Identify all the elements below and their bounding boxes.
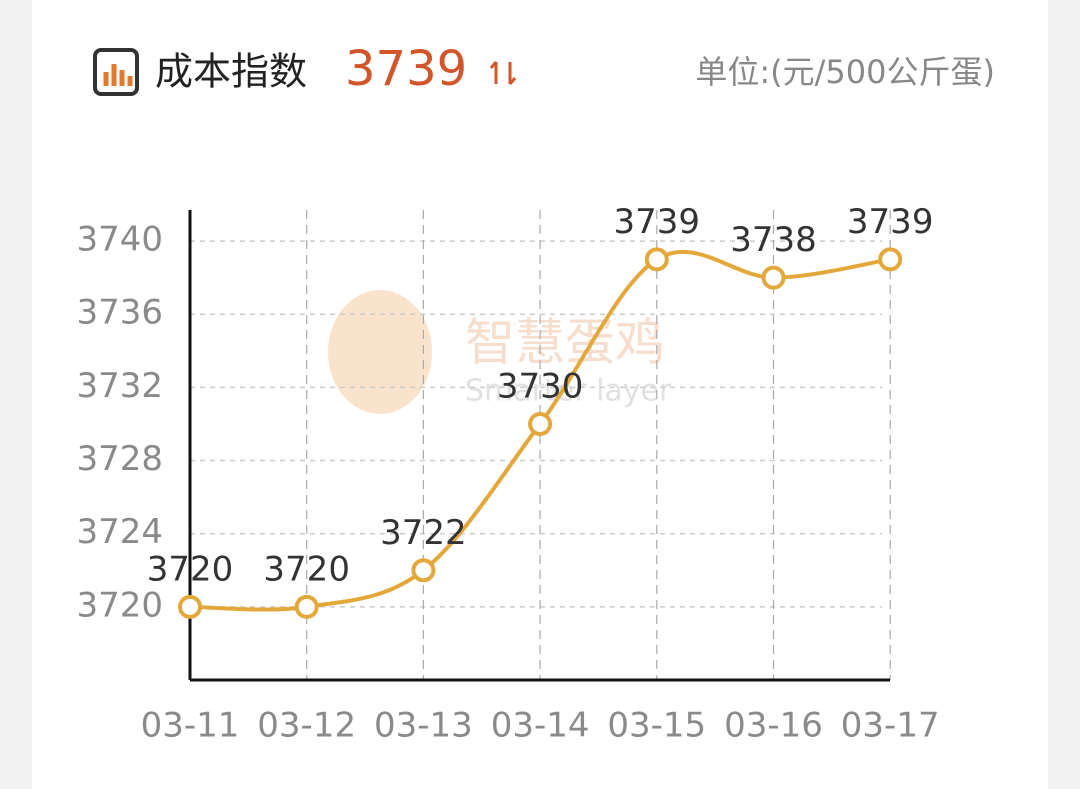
headline-value: 3739 <box>345 41 467 97</box>
x-tick-label: 03-13 <box>374 706 473 746</box>
x-tick-label: 03-11 <box>141 706 240 746</box>
data-label: 3739 <box>847 202 934 242</box>
y-tick-label: 3732 <box>76 366 163 406</box>
y-tick-label: 3724 <box>76 512 163 552</box>
y-tick-label: 3720 <box>76 585 163 625</box>
data-label: 3739 <box>614 202 701 242</box>
x-tick-label: 03-17 <box>841 706 940 746</box>
x-tick-label: 03-15 <box>607 706 706 746</box>
data-label: 3738 <box>730 220 817 260</box>
data-label: 3730 <box>497 366 584 406</box>
point <box>644 247 669 272</box>
y-tick-label: 3736 <box>76 293 163 333</box>
data-label: 3720 <box>263 549 350 589</box>
point <box>528 411 553 436</box>
point <box>294 594 319 619</box>
unit-label: 单位:(元/500公斤蛋) <box>695 53 995 91</box>
chart-title: 成本指数 <box>155 50 307 94</box>
y-tick-label: 3740 <box>76 220 163 260</box>
x-tick-label: 03-14 <box>491 706 590 746</box>
point <box>878 247 903 272</box>
title-icon <box>93 48 139 96</box>
trend-icon <box>489 61 517 85</box>
watermark-text: 智慧蛋鸡 <box>465 314 665 372</box>
point <box>178 594 202 619</box>
data-label: 3720 <box>147 549 234 589</box>
y-tick-label: 3728 <box>76 439 163 479</box>
data-label: 3722 <box>380 513 467 553</box>
point <box>761 265 786 290</box>
x-tick-label: 03-12 <box>257 706 356 746</box>
point <box>411 558 436 583</box>
x-tick-label: 03-16 <box>724 706 823 746</box>
